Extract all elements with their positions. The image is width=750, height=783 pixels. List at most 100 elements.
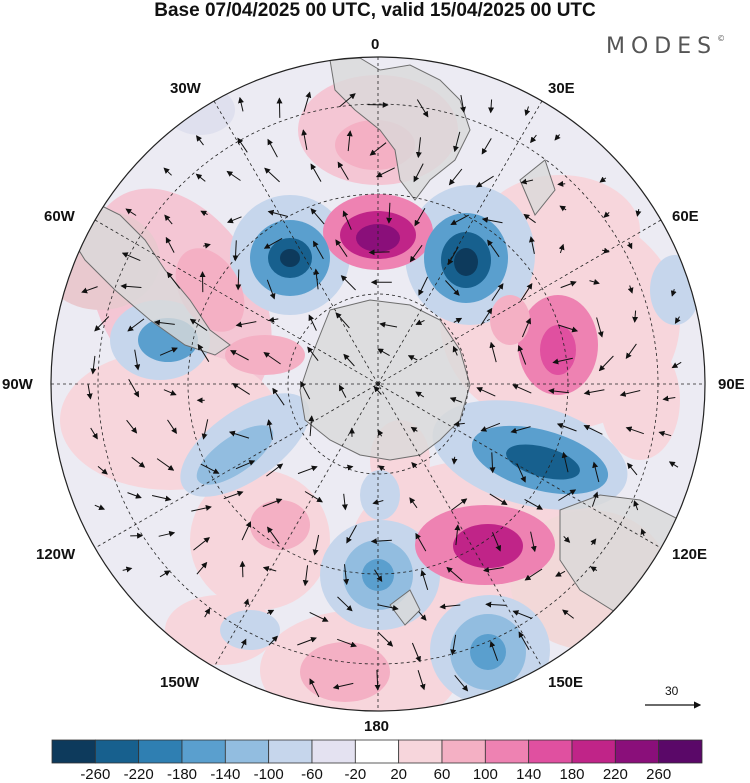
wind-arrow [558, 489, 577, 501]
wind-arrow [266, 419, 273, 440]
wind-arrow [480, 307, 493, 326]
brand-logo: MODES© [606, 34, 726, 59]
wind-arrow [625, 426, 644, 435]
colorbar-tick-label: -100 [253, 766, 284, 783]
wind-arrow [370, 538, 392, 545]
wind-arrow [453, 131, 461, 153]
wind-arrow [266, 463, 284, 477]
wind-arrow [480, 422, 501, 432]
wind-arrow [200, 463, 220, 474]
colorbar-tick-label: -140 [210, 766, 241, 783]
wind-arrow [558, 243, 565, 254]
wind-arrow [263, 352, 281, 365]
wind-arrow [266, 279, 276, 300]
wind-arrow [163, 167, 172, 176]
wind-arrow [197, 343, 210, 362]
wind-arrow [163, 389, 177, 396]
wind-arrow [240, 638, 247, 649]
wind-arrow [386, 202, 393, 224]
wind-arrow [372, 499, 384, 505]
wind-arrow [524, 568, 543, 581]
wind-arrow [97, 466, 108, 475]
wind-arrow [191, 505, 212, 512]
lon-label-150e: 150E [548, 674, 584, 691]
colorbar-swatch [528, 739, 573, 764]
colorbar-tick-label: -60 [301, 766, 323, 783]
wind-arrow [189, 318, 208, 332]
wind-arrow [560, 280, 577, 289]
wind-arrow [518, 631, 530, 650]
lon-label-120e: 120E [672, 546, 708, 563]
colorbar-swatch [94, 739, 140, 764]
wind-arrow [307, 346, 319, 362]
lon-label-90e: 90E [718, 376, 745, 393]
wind-arrow [415, 532, 427, 552]
colorbar-tick-label: 20 [390, 766, 407, 783]
wind-arrow [262, 565, 277, 572]
wind-arrow [476, 387, 496, 397]
wind-arrow [297, 636, 317, 646]
wind-arrow [237, 137, 248, 153]
lon-label-30e: 30E [548, 80, 575, 97]
wind-arrow [272, 387, 285, 406]
colorbar-tick-label: 180 [559, 766, 585, 783]
wind-arrow [90, 427, 98, 440]
wind-arrow [592, 461, 600, 483]
wind-arrow [523, 213, 536, 224]
lon-label-90w: 90W [2, 376, 33, 393]
wind-arrow [418, 611, 427, 621]
wind-arrow [633, 500, 639, 511]
wind-arrow [530, 134, 537, 144]
wind-arrow [483, 566, 504, 573]
wind-arrow [418, 276, 429, 296]
wind-arrow [268, 316, 279, 323]
wind-arrow [491, 283, 504, 301]
wind-arrow [555, 570, 566, 577]
wind-arrow [341, 493, 348, 511]
wind-arrow [241, 521, 252, 541]
wind-arrow [243, 598, 250, 607]
wind-arrow [226, 170, 241, 181]
wind-arrow [337, 596, 353, 612]
wind-arrow [662, 395, 676, 402]
wind-arrow [416, 99, 429, 118]
wind-arrow [632, 310, 639, 323]
wind-arrow [517, 344, 527, 365]
wind-arrow [414, 207, 426, 227]
wind-arrow [475, 175, 494, 188]
wind-arrow [304, 491, 323, 503]
wind-arrow [521, 317, 532, 338]
wind-arrow [267, 209, 289, 217]
colorbar-tick-label: -180 [166, 766, 198, 783]
wind-arrow [81, 286, 98, 294]
wind-arrow [373, 385, 382, 395]
wind-arrow [554, 134, 561, 141]
wind-arrow [335, 312, 350, 329]
wind-arrow [489, 640, 499, 661]
wind-arrow [263, 237, 283, 249]
wind-arrow [165, 236, 175, 253]
wind-arrow [268, 635, 278, 646]
wind-arrow [196, 561, 208, 575]
wind-arrow [415, 319, 425, 325]
wind-arrow [230, 350, 249, 361]
wind-arrow [121, 252, 141, 262]
wind-arrow [407, 355, 418, 361]
wind-arrow [410, 426, 418, 433]
map-disk [51, 57, 705, 711]
wind-arrow [303, 91, 312, 112]
wind-arrow [447, 246, 459, 266]
wind-arrow [127, 492, 142, 499]
wind-arrow [369, 142, 387, 156]
wind-arrow [674, 316, 681, 324]
wind-arrow [232, 383, 250, 395]
wind-arrow [635, 208, 642, 217]
colorbar-swatch [51, 739, 96, 764]
wind-arrow [342, 210, 352, 230]
wind-arrow [153, 319, 175, 326]
colorbar-swatch [354, 739, 400, 764]
africa [329, 57, 471, 201]
wind-arrow [481, 216, 503, 224]
wind-arrow [313, 240, 324, 260]
wind-arrow [481, 138, 492, 155]
